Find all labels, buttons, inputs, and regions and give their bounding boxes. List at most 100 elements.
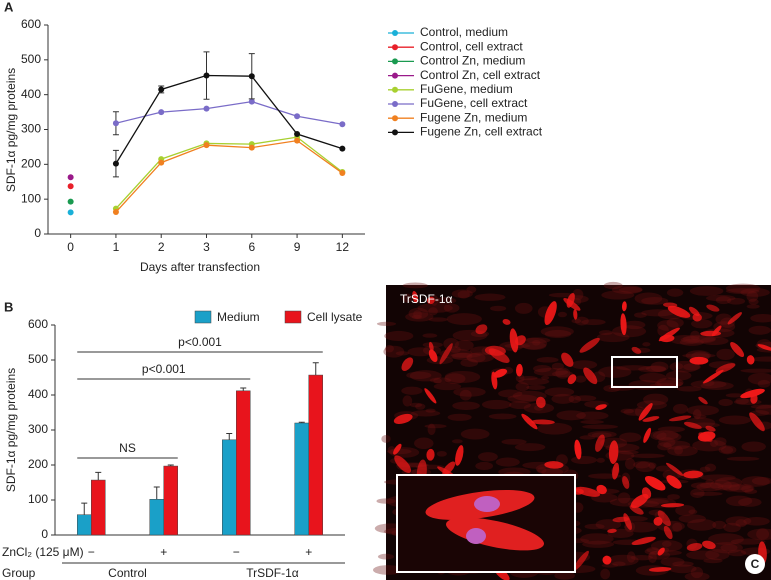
cell — [521, 413, 538, 430]
tissue — [635, 461, 656, 473]
cell — [698, 396, 708, 405]
series-line — [115, 139, 343, 213]
tissue — [413, 310, 422, 319]
tissue — [666, 288, 684, 297]
tissue — [451, 289, 473, 299]
cell — [442, 461, 456, 476]
cell — [631, 536, 656, 545]
cell — [412, 291, 419, 304]
x-tick-label: 2 — [158, 240, 165, 254]
tissue — [460, 428, 490, 440]
panel-label: A — [4, 0, 14, 14]
legend-marker — [392, 101, 398, 107]
y-tick-label: 200 — [21, 157, 41, 171]
tissue — [474, 293, 506, 301]
tissue — [700, 474, 736, 481]
tissue — [624, 458, 636, 470]
x-tick-label: 6 — [248, 240, 255, 254]
tissue — [447, 413, 472, 421]
panel-label: B — [4, 299, 13, 314]
error-bar — [167, 464, 174, 467]
cell — [393, 413, 413, 424]
tissue — [678, 514, 706, 524]
x-tick-label: − — [88, 545, 95, 559]
tissue — [644, 499, 669, 504]
tissue — [552, 370, 574, 378]
cell — [488, 348, 510, 363]
cell — [574, 439, 582, 460]
tissue — [518, 375, 538, 381]
tissue — [409, 370, 442, 382]
tissue — [409, 402, 423, 408]
tissue — [699, 336, 729, 346]
tissue — [705, 548, 730, 561]
legend-swatch — [284, 310, 302, 324]
tissue — [595, 519, 622, 530]
cell — [666, 475, 682, 489]
tissue — [436, 450, 447, 457]
tissue — [402, 395, 413, 407]
tissue — [669, 334, 701, 345]
tissue — [598, 330, 613, 336]
error-bar — [226, 433, 233, 440]
tissue — [554, 571, 575, 580]
tissue — [648, 552, 657, 564]
point — [294, 113, 301, 120]
legend-marker — [392, 86, 398, 93]
tissue — [449, 346, 461, 353]
cell — [608, 440, 619, 464]
tissue — [661, 540, 672, 548]
point — [294, 131, 301, 138]
tissue — [377, 553, 395, 560]
y-tick-label: 500 — [28, 352, 48, 366]
tissue — [718, 398, 733, 407]
tissue — [715, 477, 743, 488]
tissue — [730, 538, 766, 545]
point — [203, 72, 210, 79]
tissue — [384, 330, 414, 341]
cell — [702, 540, 716, 550]
tissue — [386, 448, 412, 455]
cell — [740, 388, 765, 399]
tissue — [746, 304, 760, 309]
tissue — [690, 330, 700, 341]
tissue — [738, 497, 762, 507]
tissue — [451, 439, 463, 444]
cell — [683, 470, 704, 479]
tissue — [443, 303, 460, 313]
tissue — [417, 303, 453, 313]
tissue — [675, 504, 696, 516]
cell — [394, 455, 412, 473]
point — [67, 209, 74, 216]
cell — [446, 517, 544, 551]
tissue — [751, 356, 771, 362]
tissue — [700, 381, 734, 390]
tissue — [618, 286, 643, 293]
tissue — [424, 424, 447, 429]
cell — [530, 419, 555, 425]
tissue — [643, 393, 669, 406]
tissue — [721, 481, 740, 492]
inset-box — [611, 356, 678, 388]
tissue — [466, 286, 477, 294]
point — [158, 86, 165, 93]
tissue — [428, 307, 438, 316]
cell — [757, 344, 771, 351]
error-bar — [298, 421, 305, 423]
tissue — [460, 358, 479, 368]
tissue — [444, 373, 466, 385]
tissue — [699, 466, 711, 473]
point — [294, 137, 301, 144]
cell — [502, 318, 511, 325]
tissue — [650, 361, 669, 373]
tissue — [648, 462, 657, 469]
y-tick-label: 300 — [21, 122, 41, 136]
error-bar — [312, 362, 319, 376]
tissue — [422, 333, 438, 338]
cell — [706, 304, 720, 312]
tissue — [741, 476, 770, 487]
tissue — [692, 409, 702, 420]
tissue — [709, 479, 732, 491]
legend-label: Control, medium — [420, 25, 508, 39]
cell — [493, 368, 508, 378]
